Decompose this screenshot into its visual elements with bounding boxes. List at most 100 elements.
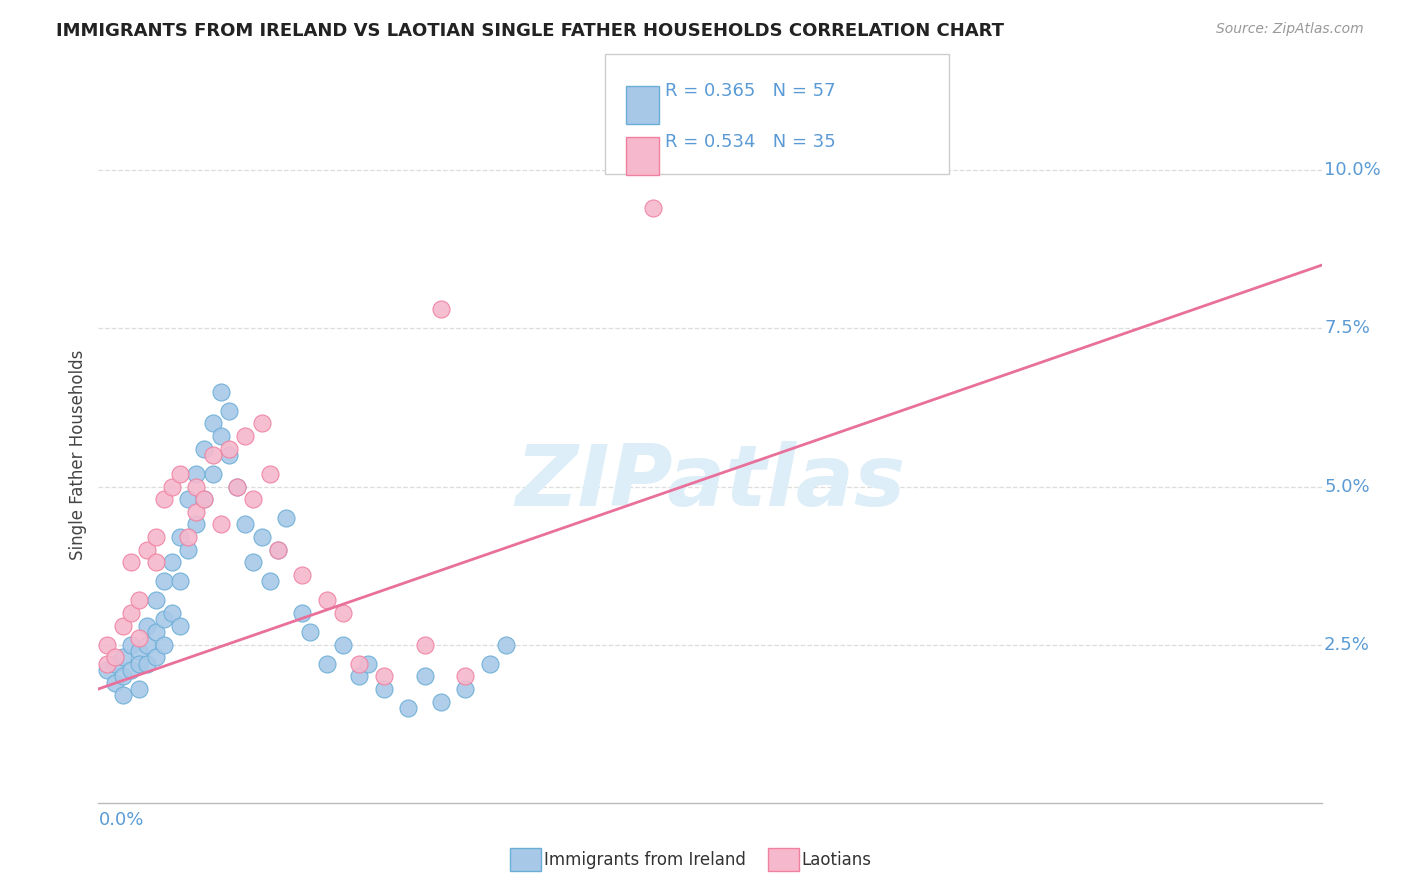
Point	[136, 657, 159, 671]
Point	[111, 618, 134, 632]
Text: Source: ZipAtlas.com: Source: ZipAtlas.com	[1216, 22, 1364, 37]
Point	[152, 612, 174, 626]
Point	[128, 644, 150, 658]
Point	[193, 492, 215, 507]
Text: 7.5%: 7.5%	[1324, 319, 1369, 337]
Text: ZIPatlas: ZIPatlas	[515, 442, 905, 524]
Point	[209, 384, 232, 399]
Point	[233, 517, 256, 532]
Point	[291, 568, 314, 582]
Point	[495, 638, 517, 652]
Point	[160, 479, 183, 493]
Point	[242, 556, 264, 570]
Point	[111, 669, 134, 683]
Point	[128, 593, 150, 607]
Point	[177, 542, 200, 557]
Point	[396, 701, 419, 715]
Point	[201, 448, 224, 462]
Point	[193, 442, 215, 456]
Point	[315, 593, 337, 607]
Point	[299, 625, 322, 640]
Text: R = 0.534   N = 35: R = 0.534 N = 35	[665, 133, 835, 151]
Text: Laotians: Laotians	[801, 851, 872, 869]
Point	[373, 669, 395, 683]
Text: Immigrants from Ireland: Immigrants from Ireland	[544, 851, 747, 869]
Point	[96, 638, 118, 652]
Point	[209, 517, 232, 532]
Point	[250, 417, 273, 431]
Text: 0.0%: 0.0%	[98, 811, 143, 830]
Point	[315, 657, 337, 671]
Point	[145, 625, 167, 640]
Point	[104, 650, 127, 665]
Point	[274, 511, 297, 525]
Point	[413, 638, 436, 652]
Point	[160, 606, 183, 620]
Point	[145, 650, 167, 665]
Point	[226, 479, 249, 493]
Text: R = 0.365   N = 57: R = 0.365 N = 57	[665, 82, 835, 101]
Point	[177, 492, 200, 507]
Point	[250, 530, 273, 544]
Point	[120, 606, 142, 620]
Point	[120, 663, 142, 677]
Point	[169, 467, 191, 481]
Point	[233, 429, 256, 443]
Point	[356, 657, 378, 671]
Point	[291, 606, 314, 620]
Point	[332, 638, 354, 652]
Point	[259, 574, 281, 589]
Text: 2.5%: 2.5%	[1324, 636, 1369, 654]
Point	[349, 657, 371, 671]
Text: IMMIGRANTS FROM IRELAND VS LAOTIAN SINGLE FATHER HOUSEHOLDS CORRELATION CHART: IMMIGRANTS FROM IRELAND VS LAOTIAN SINGL…	[56, 22, 1004, 40]
Point	[226, 479, 249, 493]
Point	[152, 574, 174, 589]
Point	[128, 657, 150, 671]
Point	[430, 695, 453, 709]
Point	[136, 542, 159, 557]
Y-axis label: Single Father Households: Single Father Households	[69, 350, 87, 560]
Point	[641, 201, 664, 215]
Point	[136, 618, 159, 632]
Point	[267, 542, 290, 557]
Point	[120, 638, 142, 652]
Point	[218, 442, 240, 456]
Point	[454, 681, 477, 696]
Point	[349, 669, 371, 683]
Point	[478, 657, 501, 671]
Point	[96, 657, 118, 671]
Point	[128, 632, 150, 646]
Point	[152, 492, 174, 507]
Point	[430, 302, 453, 317]
Point	[169, 530, 191, 544]
Point	[145, 593, 167, 607]
Point	[111, 688, 134, 702]
Text: 10.0%: 10.0%	[1324, 161, 1381, 179]
Point	[373, 681, 395, 696]
Point	[120, 556, 142, 570]
Point	[218, 448, 240, 462]
Point	[242, 492, 264, 507]
Point	[209, 429, 232, 443]
Point	[193, 492, 215, 507]
Point	[267, 542, 290, 557]
Text: 5.0%: 5.0%	[1324, 477, 1369, 496]
Point	[136, 638, 159, 652]
Point	[186, 467, 208, 481]
Point	[104, 657, 127, 671]
Point	[111, 650, 134, 665]
Point	[145, 530, 167, 544]
Point	[169, 574, 191, 589]
Point	[160, 556, 183, 570]
Point	[218, 403, 240, 417]
Point	[186, 517, 208, 532]
Point	[152, 638, 174, 652]
Point	[413, 669, 436, 683]
Point	[259, 467, 281, 481]
Point	[332, 606, 354, 620]
Point	[201, 417, 224, 431]
Point	[145, 556, 167, 570]
Point	[454, 669, 477, 683]
Point	[177, 530, 200, 544]
Point	[169, 618, 191, 632]
